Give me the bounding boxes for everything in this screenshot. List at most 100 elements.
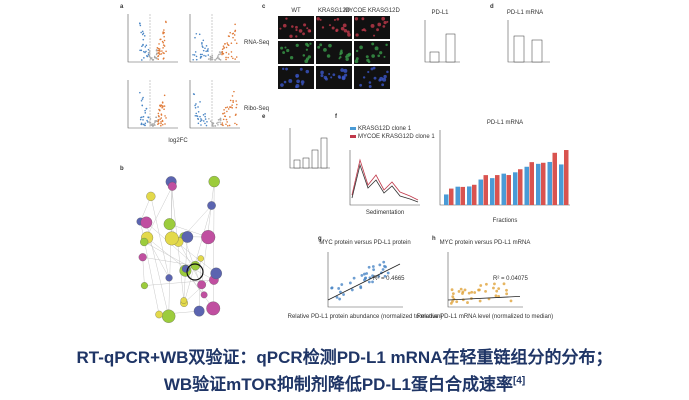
axis	[349, 150, 420, 206]
point	[163, 29, 165, 31]
point	[330, 286, 334, 290]
point	[222, 112, 224, 115]
point	[139, 49, 141, 52]
bar	[541, 162, 546, 205]
point	[143, 50, 145, 53]
point	[484, 289, 487, 293]
cell	[362, 28, 366, 32]
edge	[168, 186, 173, 317]
point	[232, 99, 234, 102]
cell	[359, 45, 363, 50]
point	[204, 122, 206, 125]
point	[234, 23, 236, 26]
point	[495, 289, 499, 293]
point	[215, 57, 218, 60]
point	[218, 53, 220, 56]
point	[230, 106, 232, 108]
point	[198, 33, 201, 36]
point	[231, 104, 233, 106]
point	[200, 118, 202, 120]
bar	[490, 178, 495, 205]
point	[163, 108, 165, 110]
point	[227, 53, 230, 55]
cell	[295, 25, 298, 29]
point	[160, 105, 162, 108]
point	[160, 124, 162, 127]
bar	[302, 157, 310, 169]
cell	[365, 55, 369, 59]
point	[140, 31, 142, 34]
point	[461, 292, 464, 295]
bar	[449, 188, 454, 205]
panel-letter: e	[262, 114, 266, 120]
point	[194, 36, 196, 39]
node	[146, 191, 156, 202]
cell	[374, 46, 379, 51]
edge	[142, 257, 196, 266]
point	[229, 31, 231, 34]
point	[199, 115, 201, 118]
point	[194, 51, 197, 53]
point	[163, 45, 166, 47]
point	[200, 124, 202, 126]
bar	[513, 172, 518, 205]
point	[197, 106, 199, 108]
point	[205, 45, 208, 47]
highlight	[186, 263, 204, 281]
panel-label: RNA-Seq	[244, 40, 269, 46]
point	[204, 118, 207, 120]
point	[235, 123, 238, 126]
point	[342, 293, 345, 296]
point	[470, 290, 474, 294]
point	[225, 51, 228, 54]
point	[223, 109, 225, 111]
point	[492, 286, 495, 290]
cell	[383, 21, 387, 25]
cell	[381, 16, 386, 21]
cell	[385, 43, 388, 47]
point	[360, 274, 364, 277]
point	[202, 49, 205, 52]
point	[160, 113, 163, 115]
bar	[455, 186, 460, 205]
point	[140, 116, 142, 119]
cell	[308, 29, 312, 33]
cell	[345, 55, 348, 59]
cell	[319, 43, 323, 47]
point	[157, 114, 160, 117]
point	[202, 114, 205, 116]
legend-swatch	[350, 127, 356, 130]
cell	[289, 56, 294, 60]
point	[157, 49, 159, 52]
point	[219, 53, 222, 55]
point	[201, 53, 203, 56]
point	[225, 58, 227, 61]
cell	[317, 45, 321, 49]
point	[160, 104, 163, 106]
point	[199, 56, 202, 58]
cell	[280, 83, 284, 87]
cell	[295, 43, 299, 47]
cell	[343, 28, 348, 33]
cell	[383, 55, 386, 58]
stat: R² = 0.4665	[373, 276, 405, 282]
cell	[289, 34, 293, 38]
point	[144, 124, 146, 127]
edge	[142, 257, 145, 286]
point	[157, 123, 159, 126]
point	[155, 116, 158, 119]
point	[227, 35, 230, 37]
axis	[447, 252, 523, 308]
cell	[283, 80, 287, 84]
point	[192, 58, 194, 61]
point	[229, 99, 232, 102]
point	[479, 284, 483, 287]
point	[382, 260, 386, 264]
stat: R² = 0.04075	[493, 276, 529, 282]
point	[359, 285, 363, 288]
point	[235, 42, 238, 45]
node	[201, 230, 216, 245]
point	[154, 121, 156, 124]
point	[227, 43, 229, 46]
point	[211, 58, 214, 61]
